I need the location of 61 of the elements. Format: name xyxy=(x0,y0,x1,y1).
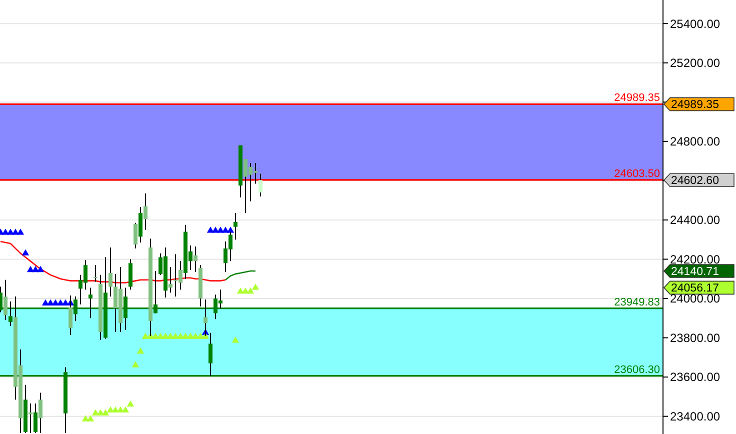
ref-line-label: 23606.30 xyxy=(614,364,660,376)
text: 24989.35 xyxy=(671,99,719,112)
candlestick xyxy=(108,246,112,298)
point xyxy=(136,347,144,354)
point xyxy=(196,332,204,339)
point xyxy=(162,332,170,339)
point xyxy=(216,226,224,233)
point xyxy=(222,226,230,233)
y-tick-label: 25200.00 xyxy=(670,56,720,70)
candlestick xyxy=(128,258,132,290)
candlestick xyxy=(4,279,8,321)
point xyxy=(172,332,180,339)
point xyxy=(126,400,134,407)
line-series xyxy=(224,270,256,280)
y-tick-label: 23800.00 xyxy=(670,330,720,345)
ref-line-label: 24989.35 xyxy=(614,92,660,104)
candlestick xyxy=(204,298,208,336)
point xyxy=(186,332,194,339)
y-tick-label: 23600.00 xyxy=(670,370,720,384)
y-tick-label: 24200.00 xyxy=(670,252,720,266)
y-tick-label: 25400.00 xyxy=(670,16,720,31)
ref-line-label: 24603.50 xyxy=(614,168,660,180)
point xyxy=(246,288,254,294)
candlestick xyxy=(234,212,238,240)
point xyxy=(252,284,260,290)
candlestick xyxy=(144,192,148,230)
y-tick-label: 23400.00 xyxy=(670,410,720,424)
point xyxy=(152,332,160,339)
candlestick xyxy=(94,264,98,282)
point xyxy=(212,226,220,233)
candlestick xyxy=(258,173,262,197)
candlestick xyxy=(134,222,138,249)
ref-line-label: 23949.83 xyxy=(614,296,660,308)
point xyxy=(6,228,14,235)
y-tick-label: 24400.00 xyxy=(670,213,720,228)
point xyxy=(132,361,140,368)
point xyxy=(2,228,10,235)
point xyxy=(16,228,24,235)
text: 24602.60 xyxy=(671,175,719,188)
text: 24140.71 xyxy=(671,266,719,278)
point xyxy=(142,332,150,339)
point xyxy=(166,332,174,339)
point xyxy=(206,226,214,233)
point xyxy=(12,228,20,235)
point xyxy=(192,332,200,339)
point xyxy=(182,332,190,339)
candlestick xyxy=(34,403,38,434)
candlestick xyxy=(138,206,142,244)
candlestick xyxy=(38,392,42,434)
point xyxy=(22,249,30,256)
candlestick xyxy=(28,403,32,434)
candlestick xyxy=(194,246,198,272)
point xyxy=(82,415,90,422)
point xyxy=(36,266,44,272)
y-tick-label: 24800.00 xyxy=(670,134,720,149)
point xyxy=(86,415,94,422)
point xyxy=(176,332,184,339)
point xyxy=(232,336,240,343)
candlestick xyxy=(68,295,72,336)
point xyxy=(156,332,164,339)
point xyxy=(226,226,234,233)
